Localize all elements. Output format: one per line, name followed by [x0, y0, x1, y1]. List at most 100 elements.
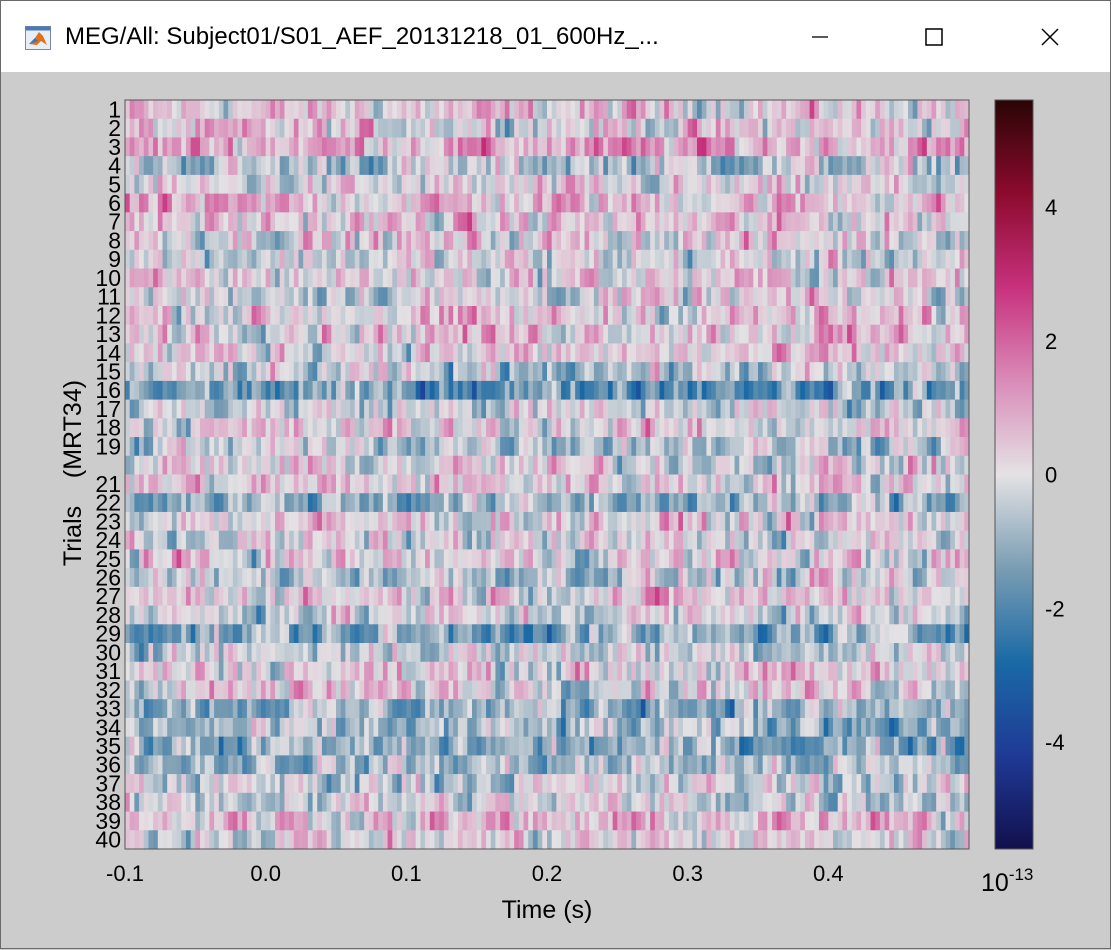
heatmap-cell	[786, 530, 792, 550]
close-button[interactable]	[1025, 15, 1075, 59]
heatmap-cell	[809, 118, 815, 138]
heatmap-cell	[931, 362, 937, 382]
heatmap-cell	[851, 437, 857, 457]
heatmap-cell	[537, 100, 543, 120]
heatmap-cell	[190, 380, 196, 401]
heatmap-cell	[425, 174, 431, 195]
heatmap-cell	[396, 549, 403, 569]
heatmap-cell	[551, 100, 557, 120]
heatmap-cell	[125, 455, 131, 475]
heatmap-cell	[167, 305, 173, 326]
heatmap-cell	[200, 474, 206, 494]
heatmap-cell	[486, 474, 492, 494]
heatmap-cell	[406, 530, 412, 550]
heatmap-cell	[954, 100, 961, 120]
heatmap-cell	[814, 586, 820, 606]
heatmap-cell	[926, 474, 932, 494]
heatmap-cell	[865, 231, 871, 251]
heatmap-cell	[622, 455, 628, 475]
heatmap-cell	[195, 156, 201, 176]
heatmap-cell	[828, 362, 834, 382]
heatmap-cell	[922, 156, 928, 176]
heatmap-cell	[758, 511, 764, 532]
heatmap-cell	[631, 437, 637, 457]
heatmap-cell	[260, 249, 267, 269]
heatmap-cell	[800, 511, 806, 532]
heatmap-cell	[148, 324, 154, 344]
heatmap-cell	[490, 474, 496, 494]
heatmap-cell	[350, 212, 356, 232]
heatmap-cell	[443, 568, 449, 588]
heatmap-cell	[420, 100, 426, 120]
heatmap-cell	[228, 399, 234, 419]
heatmap-cell	[917, 437, 923, 457]
heatmap-cell	[964, 437, 970, 457]
heatmap-cell	[129, 212, 135, 232]
heatmap-cell	[739, 549, 745, 569]
heatmap-cell	[490, 493, 496, 513]
heatmap-cell	[884, 362, 890, 382]
heatmap-cell	[143, 399, 149, 419]
heatmap-cell	[167, 249, 173, 269]
heatmap-cell	[823, 455, 829, 475]
heatmap-cell	[336, 568, 342, 588]
heatmap-cell	[364, 231, 370, 251]
heatmap-cell	[209, 137, 215, 157]
heatmap-cell	[429, 174, 435, 195]
heatmap-cell	[425, 156, 431, 176]
heatmap-cell	[936, 530, 942, 550]
heatmap-cell	[875, 549, 881, 569]
heatmap-cell	[565, 605, 571, 625]
heatmap-cell	[406, 474, 412, 494]
maximize-button[interactable]	[909, 15, 959, 59]
heatmap-cell	[542, 418, 548, 438]
heatmap-cell	[481, 305, 487, 326]
heatmap-cell	[645, 324, 651, 344]
heatmap-cell	[940, 399, 946, 419]
heatmap-cell	[673, 605, 679, 625]
heatmap-cell	[959, 549, 965, 569]
heatmap-cell	[701, 193, 707, 213]
heatmap-cell	[579, 493, 585, 513]
heatmap-cell	[786, 511, 792, 532]
heatmap-cell	[622, 305, 628, 326]
heatmap-cell	[636, 249, 642, 269]
heatmap-cell	[617, 343, 623, 363]
heatmap-cell	[612, 586, 618, 606]
heatmap-cell	[481, 174, 487, 195]
heatmap-cell	[664, 362, 670, 382]
heatmap-cell	[289, 212, 295, 232]
heatmap-cell	[790, 212, 796, 232]
heatmap-cell	[584, 193, 590, 213]
heatmap-cell	[336, 530, 342, 550]
heatmap-cell	[448, 100, 454, 120]
heatmap-cell	[307, 380, 313, 401]
heatmap-cell	[926, 437, 932, 457]
heatmap-cell	[701, 100, 707, 120]
heatmap-cell	[851, 568, 857, 588]
heatmap-cell	[420, 268, 426, 288]
heatmap-cell	[945, 586, 951, 606]
heatmap-cell	[753, 249, 759, 269]
heatmap-cell	[575, 474, 581, 494]
heatmap-cell	[373, 455, 379, 475]
heatmap-cell	[542, 362, 548, 382]
heatmap-cell	[275, 118, 281, 138]
heatmap-cell	[682, 362, 689, 382]
heatmap-cell	[232, 156, 238, 176]
heatmap-cell	[153, 511, 159, 532]
heatmap-cell	[425, 399, 431, 419]
heatmap-cell	[260, 137, 267, 157]
heatmap-cell	[256, 193, 262, 213]
heatmap-cell	[720, 568, 726, 588]
minimize-button[interactable]	[795, 15, 845, 59]
heatmap-cell	[650, 437, 656, 457]
heatmap-cell	[758, 156, 764, 176]
heatmap-cell	[214, 100, 220, 120]
heatmap-cell	[833, 231, 839, 251]
heatmap-cell	[373, 324, 379, 344]
heatmap-cell	[593, 212, 599, 232]
heatmap-cell	[476, 549, 482, 569]
heatmap-cell	[729, 193, 735, 213]
